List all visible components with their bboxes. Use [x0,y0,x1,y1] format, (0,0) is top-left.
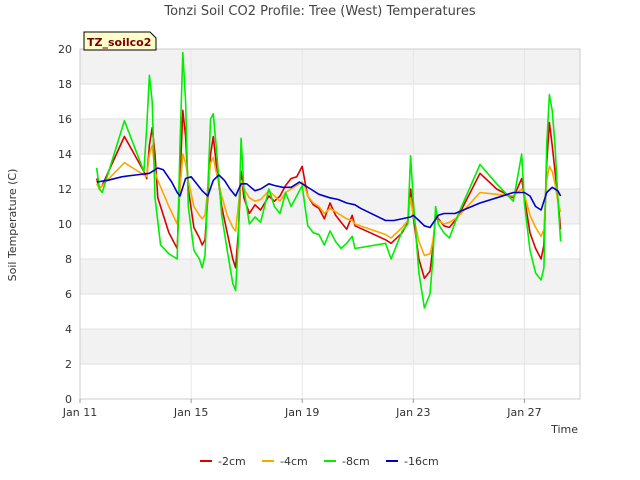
chart-title: Tonzi Soil CO2 Profile: Tree (West) Temp… [163,4,476,19]
y-tick-label: 0 [65,393,72,406]
x-tick-label: Jan 27 [506,406,541,419]
grid-band [80,119,580,154]
plot-area [79,48,581,400]
y-tick-label: 8 [65,253,72,266]
grid-bands [80,49,580,364]
legend-label: -2cm [218,455,246,468]
x-tick-label: Jan 15 [173,406,208,419]
x-axis-label: Time [550,423,578,436]
y-tick-label: 14 [58,148,72,161]
y-axis: 0 2 4 6 8 10 12 14 16 18 20 [58,43,72,406]
legend-label: -4cm [280,455,308,468]
series-layer [95,51,562,309]
legend-label: -8cm [342,455,370,468]
y-tick-label: 12 [58,183,72,196]
tag-badge-box [83,31,157,51]
legend-label: -16cm [404,455,439,468]
tag-label: TZ_soilco2 [87,36,151,49]
y-tick-label: 6 [65,288,72,301]
y-axis-label: Soil Temperature (C) [6,169,19,282]
series-line-minus-2cm [95,109,562,280]
grid-band [80,329,580,364]
x-tick-label: Jan 23 [395,406,430,419]
grid-band [80,49,580,84]
tag-badge: TZ_soilco2 [83,31,157,51]
x-axis: Jan 11 Jan 15 Jan 19 Jan 23 Jan 27 [62,399,542,419]
y-tick-label: 18 [58,78,72,91]
y-tick-label: 10 [58,218,72,231]
series-line-minus-16cm [96,167,562,229]
y-tick-label: 2 [65,358,72,371]
x-tick-label: Jan 11 [62,406,97,419]
y-tick-label: 4 [65,323,72,336]
series-line-minus-8cm [95,51,562,309]
grid-band [80,259,580,294]
y-tick-label: 16 [58,113,72,126]
x-tick-label: Jan 19 [284,406,319,419]
legend: -2cm -4cm -8cm -16cm [200,455,439,468]
y-tick-label: 20 [58,43,72,56]
